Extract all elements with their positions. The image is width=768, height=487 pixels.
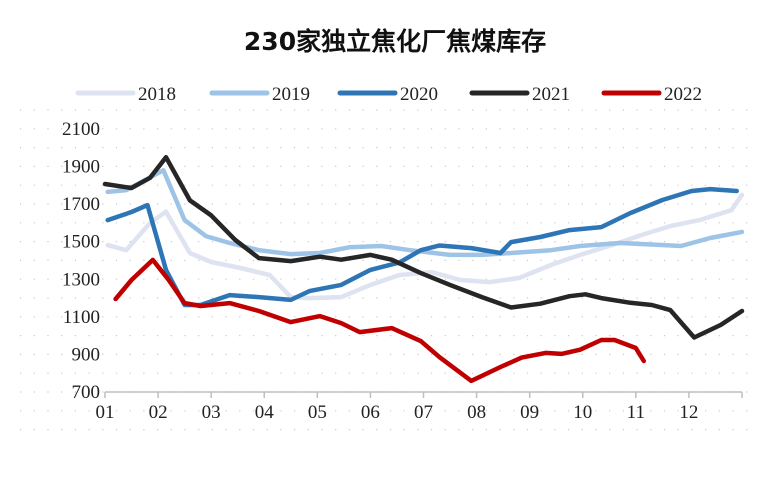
legend-label-2018: 2018 xyxy=(138,84,176,105)
x-tick-label: 07 xyxy=(414,402,433,423)
y-axis: 700 900 1100 1300 1500 1700 1900 2100 xyxy=(62,119,100,403)
series-line-2022 xyxy=(113,257,647,384)
legend-label-2020: 2020 xyxy=(400,84,438,105)
x-tick-label: 03 xyxy=(202,402,221,423)
legend-label-2021: 2021 xyxy=(532,84,570,105)
y-tick-label: 1500 xyxy=(62,232,100,253)
grid xyxy=(20,109,755,431)
legend-label-2022: 2022 xyxy=(664,84,702,105)
series-line-2021 xyxy=(102,154,745,340)
y-tick-label: 1100 xyxy=(63,307,100,328)
x-axis: 01 02 03 04 05 06 07 08 09 10 11 12 xyxy=(96,391,743,423)
x-tick-label: 08 xyxy=(467,402,486,423)
series-lines xyxy=(102,154,745,384)
legend: 2018 2019 2020 2021 2022 xyxy=(75,84,702,105)
y-tick-label: 700 xyxy=(72,382,101,403)
x-tick-label: 10 xyxy=(573,402,592,423)
legend-label-2019: 2019 xyxy=(272,84,310,105)
x-tick-label: 05 xyxy=(308,402,327,423)
x-tick-label: 06 xyxy=(361,402,380,423)
x-tick-label: 01 xyxy=(96,402,115,423)
x-tick-label: 09 xyxy=(520,402,539,423)
y-tick-label: 2100 xyxy=(62,119,100,140)
y-tick-label: 1900 xyxy=(62,157,100,178)
chart-title: 230家独立焦化厂焦煤库存 xyxy=(244,27,546,56)
x-tick-label: 02 xyxy=(149,402,168,423)
y-tick-label: 1300 xyxy=(62,269,100,290)
y-tick-label: 900 xyxy=(72,344,101,365)
x-tick-label: 12 xyxy=(679,402,698,423)
y-tick-label: 1700 xyxy=(62,194,100,215)
series-line-2019 xyxy=(105,168,745,258)
x-tick-label: 11 xyxy=(627,402,645,423)
x-tick-label: 04 xyxy=(255,402,275,423)
series-line-2018 xyxy=(105,192,745,301)
